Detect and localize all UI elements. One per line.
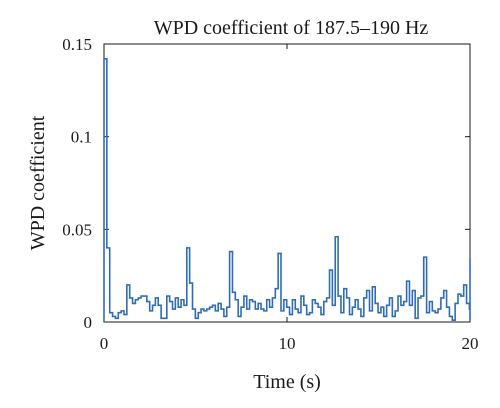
y-tick-label: 0.1 bbox=[71, 128, 92, 147]
axis-tick-labels: 0 10 20 0 0.05 0.1 0.15 bbox=[62, 35, 478, 353]
y-tick-label: 0.05 bbox=[62, 220, 92, 239]
axis-ticks bbox=[103, 43, 471, 323]
series-line-0 bbox=[103, 58, 471, 322]
y-tick-label: 0.15 bbox=[62, 35, 92, 54]
x-tick-label: 10 bbox=[279, 334, 296, 353]
series-group bbox=[103, 58, 471, 322]
x-axis-label: Time (s) bbox=[253, 371, 321, 393]
x-tick-label: 0 bbox=[100, 334, 109, 353]
plot-frame bbox=[103, 43, 471, 323]
chart-title: WPD coefficient of 187.5–190 Hz bbox=[154, 17, 429, 39]
y-tick-label: 0 bbox=[84, 313, 93, 332]
x-tick-label: 20 bbox=[462, 334, 479, 353]
y-axis-label: WPD coefficient bbox=[27, 115, 49, 250]
